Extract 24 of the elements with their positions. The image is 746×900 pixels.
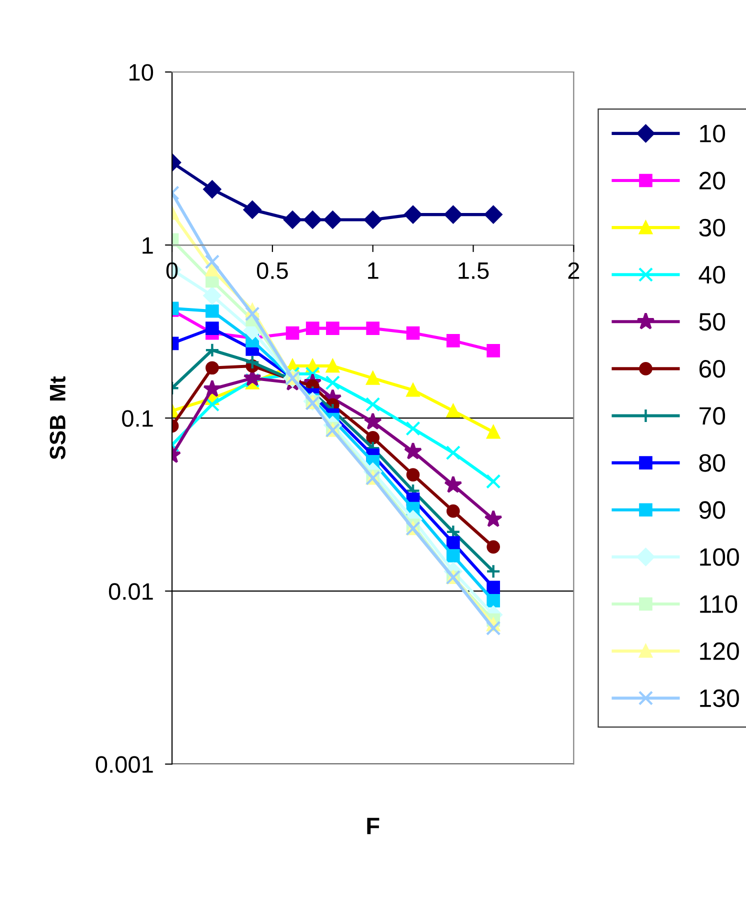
legend-label: 100 (700, 548, 739, 566)
legend-label: 120 (700, 642, 739, 660)
legend-label: 110 (700, 595, 738, 613)
legend-label: 80 (699, 454, 726, 472)
y-tick-label: 10 (130, 64, 154, 81)
y-tick-label: 0.01 (108, 583, 153, 600)
x-tick-label: 0.5 (256, 262, 288, 280)
y-tick-label: 1 (142, 237, 153, 254)
x-tick-label: 1.5 (458, 262, 489, 280)
legend-label: 30 (699, 218, 726, 237)
x-tick-label: 2 (568, 262, 580, 279)
y-tick-label: 0.1 (122, 410, 153, 427)
legend-label: 20 (699, 172, 726, 190)
legend-label: 90 (699, 501, 726, 519)
legend-label: 50 (699, 312, 726, 331)
legend-label: 60 (699, 360, 726, 378)
x-tick-label: 1 (368, 262, 378, 279)
legend-label: 130 (700, 689, 739, 708)
y-axis-title: SSB Mt (50, 376, 66, 460)
x-axis-title: F (367, 818, 380, 834)
legend-label: 40 (698, 266, 726, 284)
legend-label: 70 (700, 407, 726, 425)
y-tick-label: 0.001 (96, 756, 153, 773)
legend-label: 10 (700, 124, 726, 142)
